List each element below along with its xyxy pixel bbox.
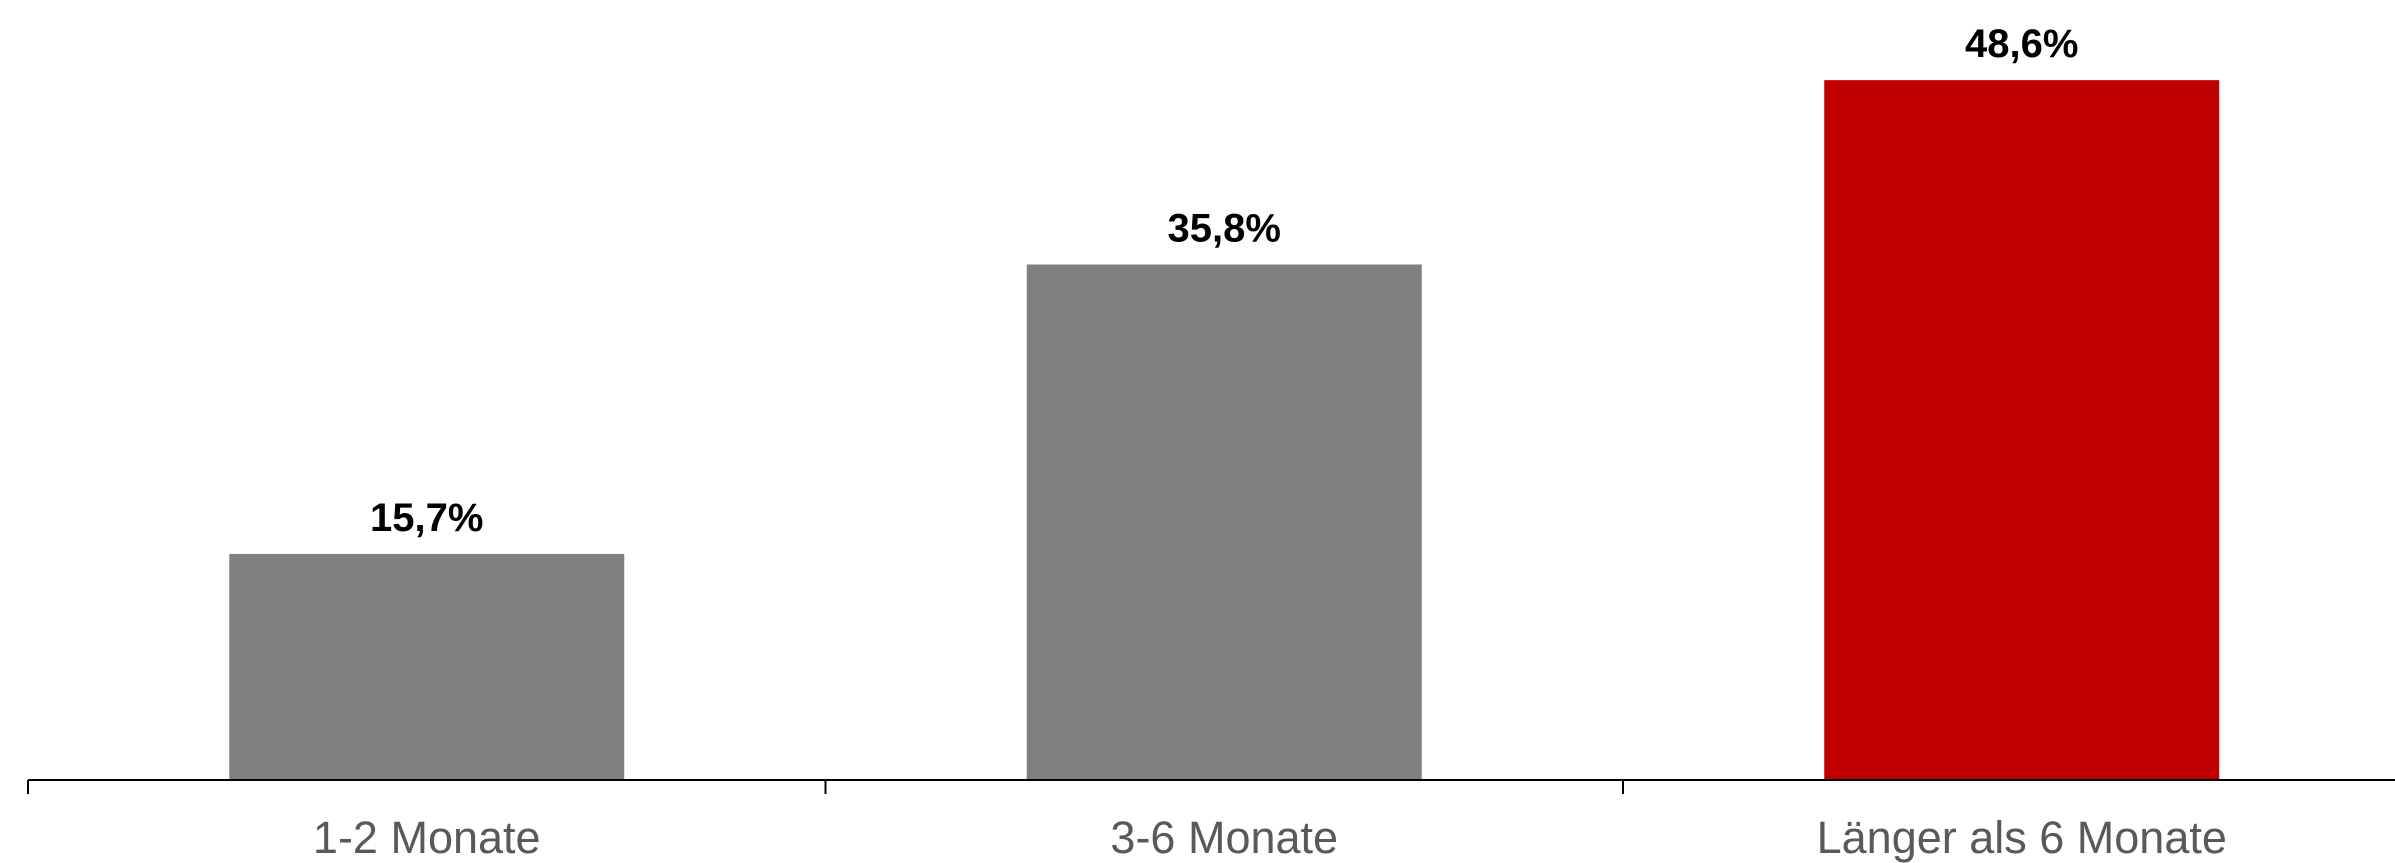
bar-2 [1026, 264, 1422, 781]
bar-3 [1824, 80, 2220, 780]
category-label-1: 1-2 Monate [313, 812, 541, 863]
bar-1 [229, 553, 625, 780]
bars-group [229, 80, 2220, 781]
category-label-3: Länger als 6 Monate [1817, 812, 2227, 863]
data-label-1: 15,7% [370, 496, 483, 540]
value-labels-group: 15,7% 35,8% 48,6% [370, 22, 2078, 540]
data-label-3: 48,6% [1965, 22, 2078, 66]
category-labels-group: 1-2 Monate 3-6 Monate Länger als 6 Monate [313, 812, 2227, 863]
x-axis-ticks [27, 780, 1624, 794]
data-label-2: 35,8% [1168, 206, 1281, 250]
category-label-2: 3-6 Monate [1110, 812, 1338, 863]
